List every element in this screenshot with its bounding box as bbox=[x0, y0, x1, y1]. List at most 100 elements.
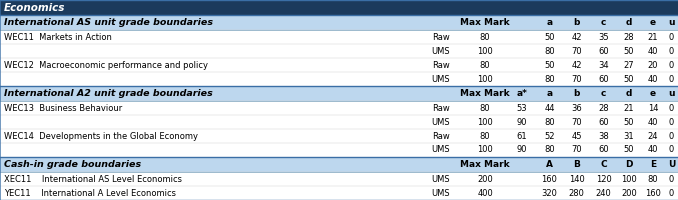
Text: 52: 52 bbox=[544, 132, 555, 141]
Text: 50: 50 bbox=[624, 118, 634, 127]
Text: a*: a* bbox=[517, 89, 527, 98]
Text: 0: 0 bbox=[669, 175, 674, 184]
Text: 28: 28 bbox=[598, 104, 609, 113]
Text: 280: 280 bbox=[569, 189, 584, 198]
Text: XEC11    International AS Level Economics: XEC11 International AS Level Economics bbox=[4, 175, 182, 184]
Text: Cash-in grade boundaries: Cash-in grade boundaries bbox=[4, 160, 141, 169]
Text: UMS: UMS bbox=[432, 118, 450, 127]
Text: 90: 90 bbox=[517, 118, 527, 127]
Text: 70: 70 bbox=[571, 47, 582, 56]
Text: 53: 53 bbox=[517, 104, 527, 113]
Text: 200: 200 bbox=[621, 189, 637, 198]
Text: 100: 100 bbox=[621, 175, 637, 184]
Text: Max Mark: Max Mark bbox=[460, 89, 510, 98]
Text: 200: 200 bbox=[477, 175, 493, 184]
Text: 100: 100 bbox=[477, 75, 493, 84]
Text: E: E bbox=[650, 160, 656, 169]
Text: 0: 0 bbox=[669, 75, 674, 84]
Text: WEC13  Business Behaviour: WEC13 Business Behaviour bbox=[4, 104, 122, 113]
Text: Raw: Raw bbox=[432, 104, 450, 113]
Text: WEC11  Markets in Action: WEC11 Markets in Action bbox=[4, 33, 112, 42]
Bar bbox=[0, 44, 678, 58]
Text: 100: 100 bbox=[477, 47, 493, 56]
Text: 50: 50 bbox=[624, 47, 634, 56]
Text: 0: 0 bbox=[669, 189, 674, 198]
Text: 21: 21 bbox=[647, 33, 658, 42]
Text: 0: 0 bbox=[669, 118, 674, 127]
Text: 60: 60 bbox=[598, 47, 609, 56]
Text: 80: 80 bbox=[480, 33, 490, 42]
Text: 40: 40 bbox=[647, 75, 658, 84]
Text: 80: 80 bbox=[544, 145, 555, 154]
Text: 240: 240 bbox=[596, 189, 612, 198]
Text: 160: 160 bbox=[645, 189, 661, 198]
Text: a: a bbox=[546, 89, 553, 98]
Text: 0: 0 bbox=[669, 104, 674, 113]
Text: 70: 70 bbox=[571, 145, 582, 154]
Text: c: c bbox=[601, 18, 606, 27]
Text: d: d bbox=[626, 89, 632, 98]
Text: WEC12  Macroeconomic performance and policy: WEC12 Macroeconomic performance and poli… bbox=[4, 61, 208, 70]
Text: 35: 35 bbox=[598, 33, 609, 42]
Text: Max Mark: Max Mark bbox=[460, 18, 510, 27]
Bar bbox=[0, 58, 678, 72]
Text: 61: 61 bbox=[517, 132, 527, 141]
Text: WEC14  Developments in the Global Economy: WEC14 Developments in the Global Economy bbox=[4, 132, 198, 141]
Text: 70: 70 bbox=[571, 75, 582, 84]
Bar bbox=[0, 101, 678, 115]
Text: 80: 80 bbox=[480, 61, 490, 70]
Text: 40: 40 bbox=[647, 47, 658, 56]
Text: 400: 400 bbox=[477, 189, 493, 198]
Text: 42: 42 bbox=[572, 61, 582, 70]
Text: 80: 80 bbox=[544, 47, 555, 56]
Text: 80: 80 bbox=[544, 118, 555, 127]
Text: Raw: Raw bbox=[432, 33, 450, 42]
Text: International AS unit grade boundaries: International AS unit grade boundaries bbox=[4, 18, 213, 27]
Text: 0: 0 bbox=[669, 33, 674, 42]
Bar bbox=[0, 143, 678, 157]
Text: b: b bbox=[574, 18, 580, 27]
Text: 50: 50 bbox=[624, 145, 634, 154]
Text: B: B bbox=[573, 160, 580, 169]
Text: b: b bbox=[574, 89, 580, 98]
Text: 80: 80 bbox=[480, 104, 490, 113]
Text: Max Mark: Max Mark bbox=[460, 160, 510, 169]
Text: 60: 60 bbox=[598, 118, 609, 127]
Text: u: u bbox=[669, 89, 675, 98]
Text: Raw: Raw bbox=[432, 132, 450, 141]
Text: A: A bbox=[546, 160, 553, 169]
Bar bbox=[0, 0, 678, 15]
Bar bbox=[0, 115, 678, 129]
Text: UMS: UMS bbox=[432, 189, 450, 198]
Text: UMS: UMS bbox=[432, 175, 450, 184]
Text: 140: 140 bbox=[569, 175, 584, 184]
Text: 90: 90 bbox=[517, 145, 527, 154]
Text: e: e bbox=[650, 18, 656, 27]
Text: C: C bbox=[600, 160, 607, 169]
Text: 160: 160 bbox=[542, 175, 557, 184]
Bar bbox=[0, 86, 678, 101]
Text: Economics: Economics bbox=[4, 3, 65, 13]
Text: d: d bbox=[626, 18, 632, 27]
Text: 34: 34 bbox=[598, 61, 609, 70]
Text: Raw: Raw bbox=[432, 61, 450, 70]
Text: 40: 40 bbox=[647, 118, 658, 127]
Text: 21: 21 bbox=[624, 104, 634, 113]
Text: 80: 80 bbox=[647, 175, 658, 184]
Text: 120: 120 bbox=[596, 175, 612, 184]
Text: 24: 24 bbox=[647, 132, 658, 141]
Text: 60: 60 bbox=[598, 75, 609, 84]
Text: c: c bbox=[601, 89, 606, 98]
Text: U: U bbox=[668, 160, 675, 169]
Text: 100: 100 bbox=[477, 145, 493, 154]
Text: UMS: UMS bbox=[432, 145, 450, 154]
Bar bbox=[0, 30, 678, 44]
Text: 14: 14 bbox=[647, 104, 658, 113]
Text: 0: 0 bbox=[669, 61, 674, 70]
Text: e: e bbox=[650, 89, 656, 98]
Text: u: u bbox=[669, 18, 675, 27]
Text: 36: 36 bbox=[571, 104, 582, 113]
Text: 60: 60 bbox=[598, 145, 609, 154]
Bar bbox=[0, 157, 678, 172]
Text: 320: 320 bbox=[542, 189, 557, 198]
